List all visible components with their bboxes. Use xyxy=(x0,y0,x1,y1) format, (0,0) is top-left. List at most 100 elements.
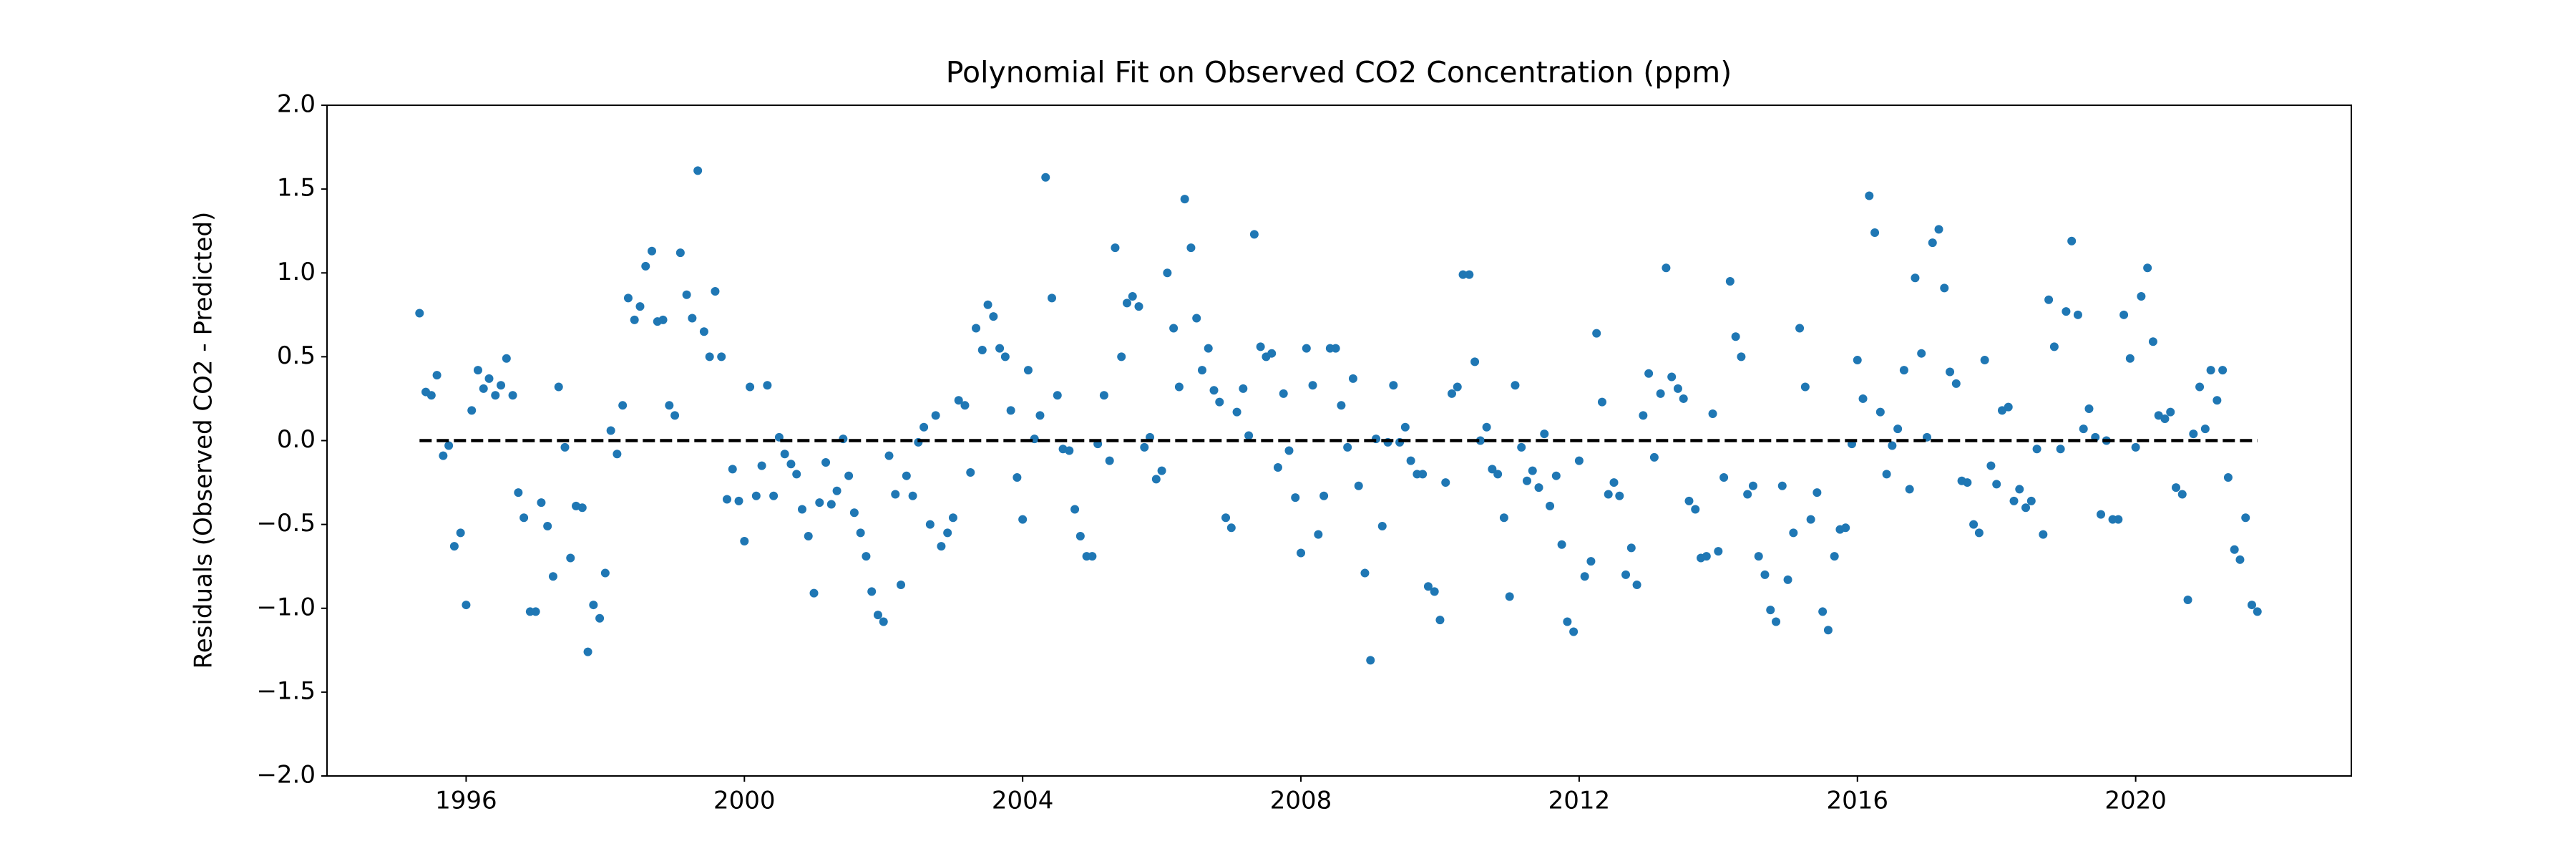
data-point xyxy=(1366,656,1375,665)
data-point xyxy=(1075,532,1085,541)
y-tick-label: 0.0 xyxy=(277,425,316,454)
data-point xyxy=(2114,515,2123,524)
data-point xyxy=(589,601,598,610)
data-point xyxy=(2049,342,2059,351)
data-point xyxy=(1088,552,1097,561)
data-point xyxy=(1522,476,1531,485)
data-point xyxy=(1656,389,1665,398)
data-point xyxy=(2039,530,2048,539)
data-point xyxy=(1777,481,1787,490)
data-point xyxy=(1899,366,1908,375)
data-point xyxy=(1105,456,1114,465)
data-point xyxy=(1888,441,1897,450)
data-point xyxy=(1226,523,1236,533)
data-point xyxy=(2148,337,2157,346)
data-point xyxy=(2253,607,2262,616)
data-point xyxy=(1586,557,1596,566)
data-point xyxy=(1551,471,1561,480)
data-point xyxy=(1221,513,1231,523)
data-point xyxy=(1337,401,1346,410)
data-point xyxy=(780,450,789,459)
data-point xyxy=(1111,243,1120,253)
data-point xyxy=(595,613,605,623)
data-point xyxy=(1644,369,1654,378)
data-point xyxy=(1186,243,1196,253)
data-point xyxy=(705,352,714,361)
data-point xyxy=(1858,394,1868,403)
data-point xyxy=(2166,407,2175,417)
data-point xyxy=(648,246,657,256)
data-point xyxy=(1291,493,1300,503)
data-point xyxy=(600,568,610,578)
data-point xyxy=(1714,547,1723,556)
data-point xyxy=(2230,545,2239,554)
data-point xyxy=(821,457,831,467)
data-point xyxy=(1488,465,1497,474)
data-point xyxy=(1053,391,1062,400)
data-point xyxy=(635,302,645,311)
data-point xyxy=(1023,366,1033,375)
data-point xyxy=(722,495,731,504)
data-point xyxy=(1754,552,1763,561)
data-point xyxy=(849,508,859,518)
data-point xyxy=(1348,374,1357,383)
x-tick-label: 2012 xyxy=(1548,787,1611,815)
data-point xyxy=(548,572,557,581)
data-point xyxy=(560,442,570,452)
x-tick-label: 2020 xyxy=(2104,787,2167,815)
data-point xyxy=(519,513,529,523)
data-point xyxy=(554,382,563,392)
data-point xyxy=(583,647,592,656)
data-point xyxy=(966,468,975,477)
data-point xyxy=(1667,372,1677,382)
data-point xyxy=(1418,470,1428,479)
data-point xyxy=(1557,540,1566,549)
data-point xyxy=(1441,478,1450,487)
data-point xyxy=(1423,582,1433,591)
data-point xyxy=(1465,270,1474,279)
data-point xyxy=(1204,344,1213,353)
data-point xyxy=(1795,324,1805,333)
data-point xyxy=(2026,496,2036,505)
data-point xyxy=(1830,552,1839,561)
data-point xyxy=(2067,236,2077,246)
data-point xyxy=(711,287,720,296)
data-point xyxy=(937,542,946,551)
data-point xyxy=(983,300,992,309)
y-axis-label: Residuals (Observed CO2 - Predicted) xyxy=(190,212,218,669)
data-point xyxy=(1951,379,1961,388)
data-point xyxy=(1766,606,1775,615)
data-point xyxy=(977,346,987,355)
data-point xyxy=(1209,386,1219,395)
data-point xyxy=(1737,352,1746,361)
data-point xyxy=(1818,607,1828,616)
data-point xyxy=(844,471,854,480)
data-point xyxy=(1963,478,1972,487)
data-point xyxy=(1946,367,1955,377)
data-point xyxy=(699,327,708,336)
data-point xyxy=(856,528,865,538)
data-point xyxy=(948,513,957,523)
data-point xyxy=(1070,505,1080,514)
data-point xyxy=(1331,344,1340,353)
data-point xyxy=(1430,587,1439,596)
data-point xyxy=(2021,503,2031,513)
data-point xyxy=(757,461,766,470)
data-point xyxy=(1853,356,1862,365)
data-point xyxy=(479,384,488,393)
data-point xyxy=(862,552,871,561)
data-point xyxy=(531,607,540,616)
data-point xyxy=(658,315,668,324)
data-point xyxy=(1546,501,1555,510)
data-point xyxy=(682,290,691,299)
data-point xyxy=(1893,424,1903,434)
data-point xyxy=(444,441,454,450)
data-point xyxy=(1006,406,1015,415)
data-point xyxy=(693,166,703,175)
x-tick-label: 2000 xyxy=(713,787,776,815)
data-point xyxy=(688,314,697,323)
data-point xyxy=(1609,478,1619,487)
data-point xyxy=(1905,485,1914,494)
